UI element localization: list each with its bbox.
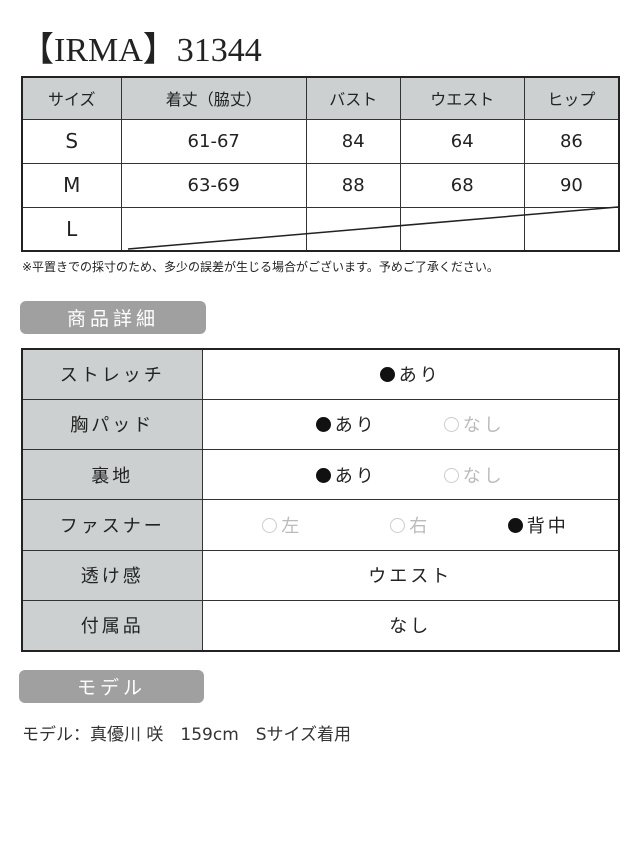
option-unselected: 右 bbox=[346, 512, 474, 538]
header-length: 着丈（脇丈） bbox=[120, 76, 307, 120]
table-row: 胸パッド あり なし bbox=[21, 398, 620, 451]
label: ファスナー bbox=[21, 499, 203, 551]
product-title: 【IRMA】31344 bbox=[20, 32, 262, 69]
header-size: サイズ bbox=[21, 76, 122, 120]
value: ウエスト bbox=[201, 549, 620, 601]
cell: L bbox=[21, 206, 122, 252]
table-row: M 63-69 88 68 90 bbox=[21, 162, 620, 208]
cell: S bbox=[21, 118, 122, 164]
cell: 84 bbox=[305, 118, 401, 164]
cell: 90 bbox=[523, 162, 620, 208]
empty-circle-icon bbox=[443, 467, 459, 483]
size-table-header: サイズ 着丈（脇丈） バスト ウエスト ヒップ bbox=[21, 76, 620, 120]
header-bust: バスト bbox=[305, 76, 401, 120]
section-label-model: モデル bbox=[19, 670, 204, 703]
table-row: 付属品 なし bbox=[21, 599, 620, 652]
details-table: ストレッチ あり 胸パッド あり なし 裏地 あり なし ファスナー 左右背中 透け… bbox=[21, 348, 620, 652]
table-row: 裏地 あり なし bbox=[21, 449, 620, 501]
section-label-details: 商品詳細 bbox=[20, 301, 206, 334]
header-waist: ウエスト bbox=[399, 76, 525, 120]
cell bbox=[523, 206, 620, 252]
option-unselected: なし bbox=[410, 411, 538, 437]
filled-circle-icon bbox=[315, 417, 331, 433]
label: 付属品 bbox=[21, 599, 203, 652]
option-selected: あり bbox=[346, 361, 474, 387]
table-row: S 61-67 84 64 86 bbox=[21, 118, 620, 164]
option-selected: 背中 bbox=[474, 512, 602, 538]
empty-circle-icon bbox=[443, 417, 459, 433]
cell: 68 bbox=[399, 162, 525, 208]
cell: 64 bbox=[399, 118, 525, 164]
label: 裏地 bbox=[21, 449, 203, 501]
option-unselected: なし bbox=[410, 462, 538, 488]
cell bbox=[305, 206, 401, 252]
model-info: モデル：真優川 咲 159cm Sサイズ着用 bbox=[22, 725, 352, 745]
table-row: ストレッチ あり bbox=[21, 348, 620, 400]
measurement-note: ※平置きでの採寸のため、多少の誤差が生じる場合がございます。予めご了承ください。 bbox=[22, 260, 499, 274]
value: なし bbox=[201, 599, 620, 652]
option-selected: あり bbox=[282, 411, 410, 437]
option-selected: あり bbox=[282, 462, 410, 488]
label: ストレッチ bbox=[21, 348, 203, 400]
header-hip: ヒップ bbox=[523, 76, 620, 120]
cell: 63-69 bbox=[120, 162, 307, 208]
empty-circle-icon bbox=[390, 518, 406, 534]
table-row: 透け感 ウエスト bbox=[21, 549, 620, 601]
option-unselected: 左 bbox=[218, 512, 346, 538]
cell bbox=[399, 206, 525, 252]
cell: 86 bbox=[523, 118, 620, 164]
label: 胸パッド bbox=[21, 398, 203, 451]
cell: 88 bbox=[305, 162, 401, 208]
filled-circle-icon bbox=[379, 367, 395, 383]
size-table: サイズ 着丈（脇丈） バスト ウエスト ヒップ S 61-67 84 64 86 M 63… bbox=[21, 76, 620, 252]
table-row: ファスナー 左右背中 bbox=[21, 499, 620, 551]
table-row: L bbox=[21, 206, 620, 252]
filled-circle-icon bbox=[315, 467, 331, 483]
label: 透け感 bbox=[21, 549, 203, 601]
cell: M bbox=[21, 162, 122, 208]
cell: 61-67 bbox=[120, 118, 307, 164]
filled-circle-icon bbox=[507, 518, 523, 534]
cell bbox=[120, 206, 307, 252]
empty-circle-icon bbox=[262, 518, 278, 534]
